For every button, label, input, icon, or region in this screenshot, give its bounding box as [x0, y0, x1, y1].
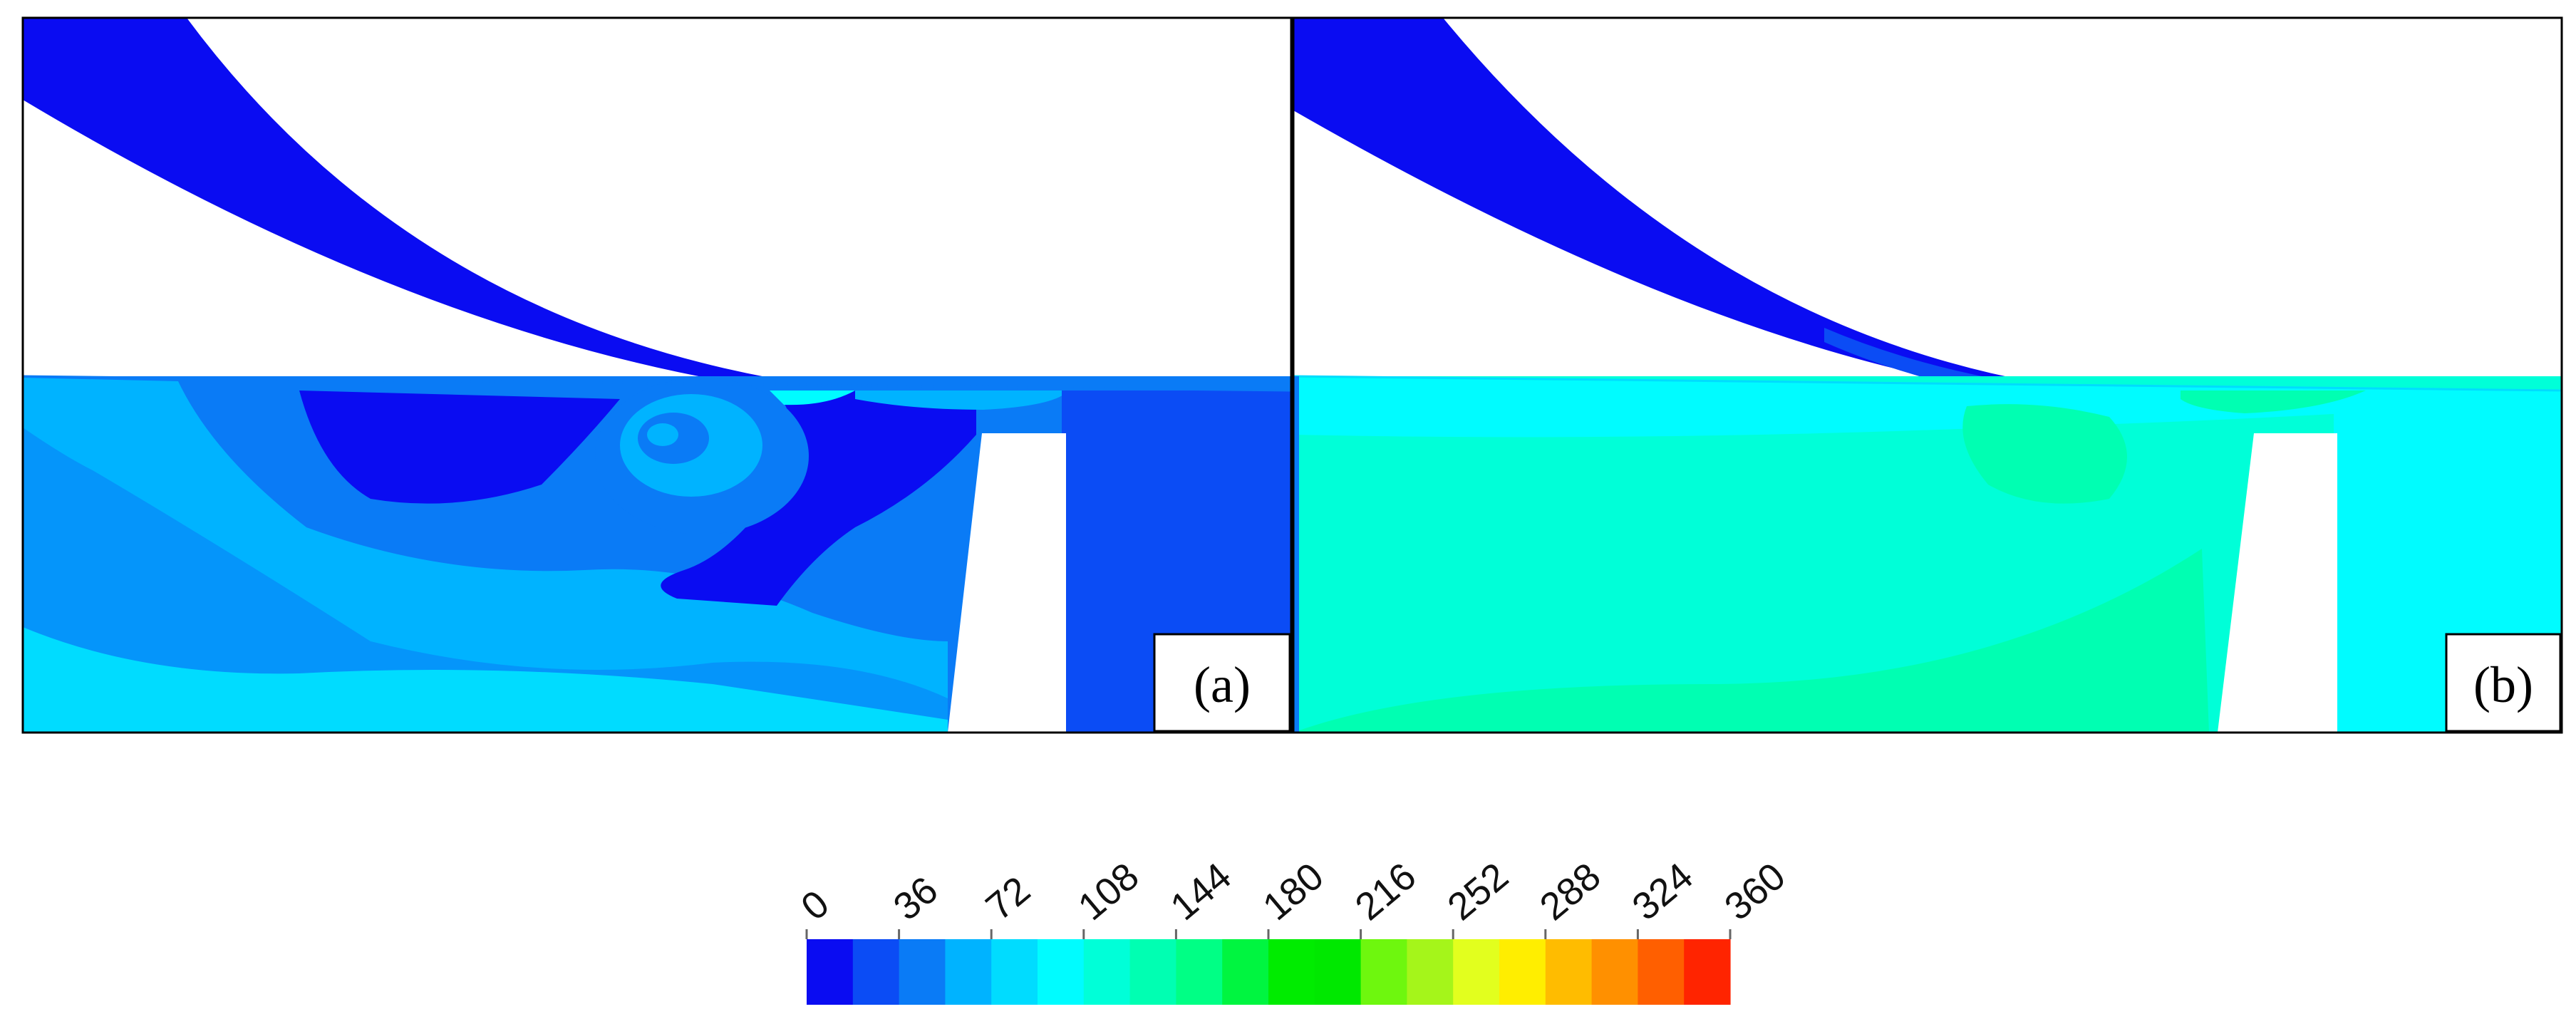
panel-b-left-wall — [1293, 376, 1299, 733]
panel-a-wall-layer — [770, 391, 855, 405]
colorbar-swatch — [1038, 939, 1085, 1005]
panel-a-stator-blade — [948, 433, 1066, 733]
colorbar-swatch — [852, 939, 900, 1005]
colorbar-swatch — [1545, 939, 1593, 1005]
colorbar-swatch — [1129, 939, 1176, 1005]
colorbar-tick-label: 36 — [886, 869, 946, 929]
colorbar-tick-label: 216 — [1348, 854, 1424, 929]
panel-b-blade-band — [1293, 18, 2088, 391]
colorbar-swatch — [1268, 939, 1315, 1005]
colorbar: 0 36 72 108 144 180 216 252 288 324 360 — [793, 854, 1794, 1005]
colorbar-swatch — [899, 939, 946, 1005]
panel-b-label-box — [2445, 633, 2562, 733]
colorbar-tick-label: 144 — [1163, 854, 1240, 929]
colorbar-swatch — [1591, 939, 1638, 1005]
colorbar-swatch — [1684, 939, 1731, 1005]
colorbar-tick-label: 252 — [1439, 854, 1516, 929]
colorbar-tick-label: 288 — [1532, 854, 1609, 929]
colorbar-tick-label: 180 — [1255, 854, 1332, 929]
colorbar-tick-label: 0 — [793, 882, 837, 929]
panel-a-swirl-center — [647, 423, 678, 446]
panel-a-gap-flow — [855, 391, 1069, 410]
colorbar-swatch — [1176, 939, 1223, 1005]
colorbar-swatch — [991, 939, 1038, 1005]
panel-b-casing-line — [1293, 375, 2562, 392]
colorbar-swatch — [1360, 939, 1407, 1005]
colorbar-swatch — [1222, 939, 1269, 1005]
panel-a-casing-line — [23, 375, 1291, 392]
panel-a-contour-band-3 — [23, 627, 948, 733]
colorbar-tick-label: 324 — [1625, 854, 1702, 929]
panel-a-label-box — [1153, 633, 1291, 733]
panel-b-label: (b) — [2473, 656, 2533, 713]
panel-b-blob — [1962, 404, 2127, 504]
colorbar-swatch — [1407, 939, 1454, 1005]
panel-a-contour-band-2 — [23, 428, 948, 733]
panel-a-vortex-low — [299, 391, 620, 504]
panel-b-frame — [1292, 16, 2563, 734]
colorbar-swatch — [807, 939, 854, 1005]
colorbar-swatch — [1314, 939, 1362, 1005]
panel-b-gap-flow — [2181, 391, 2366, 413]
colorbar-tick-label: 360 — [1717, 854, 1794, 929]
panel-b — [1293, 18, 2562, 733]
panel-a-frame — [21, 16, 1293, 734]
panel-a — [23, 18, 1291, 733]
colorbar-swatch — [945, 939, 992, 1005]
colorbar-swatch — [1083, 939, 1131, 1005]
colorbar-tick-label: 72 — [978, 869, 1038, 929]
colorbar-swatch — [1453, 939, 1500, 1005]
panel-b-stator-blade — [2218, 433, 2337, 733]
colorbar-tick-label: 108 — [1070, 854, 1147, 929]
colorbar-swatch — [1638, 939, 1685, 1005]
panel-b-wedge — [1293, 549, 2209, 733]
panel-a-blade-band — [23, 18, 855, 391]
panel-a-label: (a) — [1194, 656, 1251, 713]
colorbar-swatch — [1499, 939, 1546, 1005]
